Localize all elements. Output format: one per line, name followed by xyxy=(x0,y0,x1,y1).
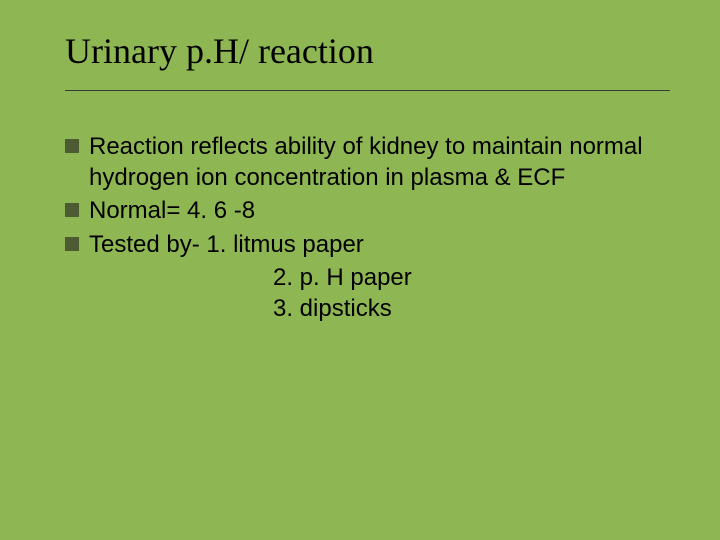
bullet-item: Normal= 4. 6 -8 xyxy=(65,195,670,226)
sub-line-text: 2. p. H paper xyxy=(273,262,670,293)
sub-line-text: 3. dipsticks xyxy=(273,293,670,324)
square-bullet-icon xyxy=(65,203,79,217)
bullet-text: Tested by- 1. litmus paper xyxy=(89,229,670,260)
slide-title: Urinary p.H/ reaction xyxy=(65,30,670,91)
bullet-text: Reaction reflects ability of kidney to m… xyxy=(89,131,670,193)
square-bullet-icon xyxy=(65,139,79,153)
bullet-text: Normal= 4. 6 -8 xyxy=(89,195,670,226)
square-bullet-icon xyxy=(65,237,79,251)
bullet-item: Tested by- 1. litmus paper xyxy=(65,229,670,260)
slide-content: Reaction reflects ability of kidney to m… xyxy=(65,131,670,324)
bullet-item: Reaction reflects ability of kidney to m… xyxy=(65,131,670,193)
slide-container: Urinary p.H/ reaction Reaction reflects … xyxy=(0,0,720,540)
